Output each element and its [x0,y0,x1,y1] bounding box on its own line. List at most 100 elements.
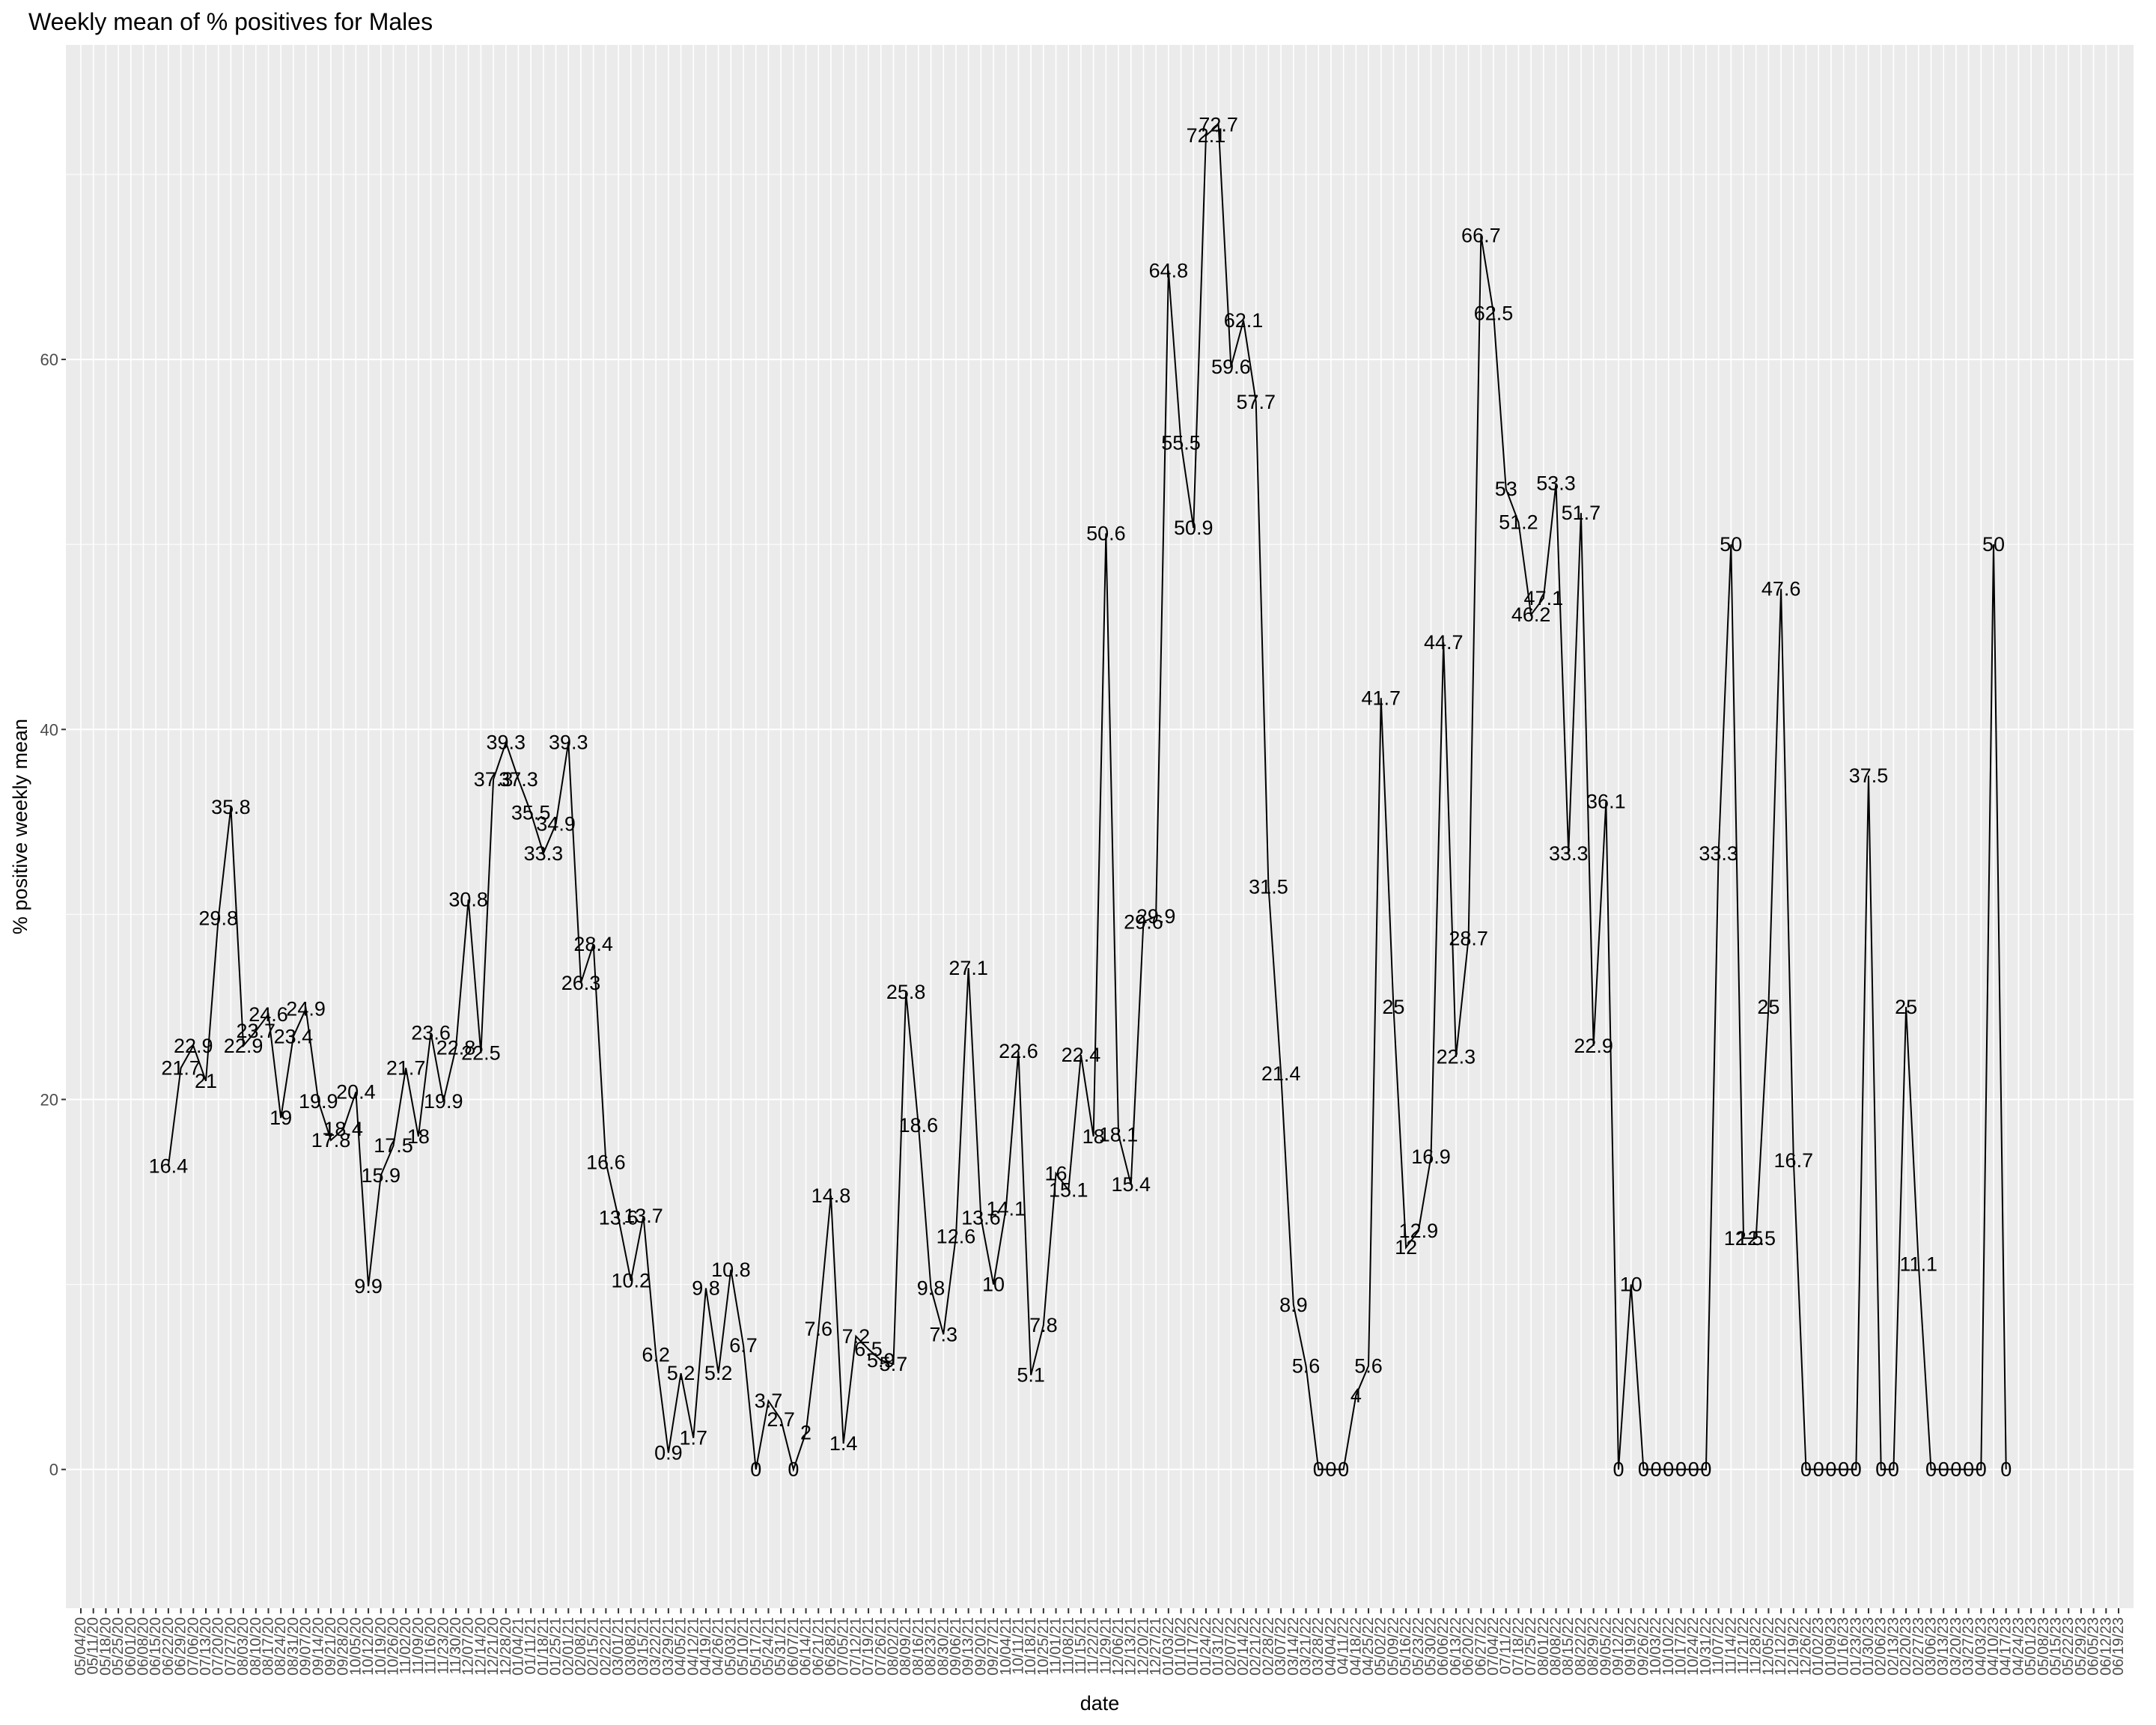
x-tick-label: 05/23/22 [1410,1617,1427,1676]
data-label: 0 [1838,1458,1849,1481]
data-label: 47.1 [1524,587,1564,609]
data-label: 0 [1688,1458,1699,1481]
x-tick-label: 11/09/20 [410,1617,427,1674]
data-label: 0 [788,1458,799,1481]
x-tick-label: 01/16/23 [1836,1617,1852,1676]
x-tick-label: 03/13/23 [1935,1617,1952,1676]
data-label: 18 [407,1125,430,1148]
major-y-gridlines [66,359,2134,1470]
data-label: 10 [1620,1274,1642,1296]
data-label: 50.6 [1086,522,1126,544]
x-tick-label: 05/22/23 [2060,1617,2077,1676]
data-label: 0 [1663,1458,1674,1481]
data-label: 23.6 [411,1022,451,1044]
data-label: 59.6 [1211,356,1251,378]
data-label: 25 [1895,996,1917,1018]
data-label: 17.8 [311,1129,351,1151]
data-label: 18 [1082,1125,1105,1148]
data-label: 5.2 [667,1362,695,1384]
x-tick-label: 09/26/22 [1635,1617,1651,1676]
data-label: 18.1 [1099,1123,1139,1146]
y-tick-label: 40 [40,720,58,739]
x-tick-label: 05/15/23 [2048,1617,2065,1676]
x-tick-label: 01/02/23 [1810,1617,1827,1676]
chart-title: Weekly mean of % positives for Males [28,8,433,35]
data-label: 62.5 [1474,302,1514,324]
x-tick-label: 03/06/23 [1923,1617,1940,1676]
data-label: 33.3 [1699,842,1738,865]
x-tick-label: 08/24/20 [272,1617,289,1676]
data-label: 21 [195,1070,217,1092]
data-label: 0 [1925,1458,1937,1481]
x-tick-label: 09/21/20 [323,1617,339,1676]
data-label: 35.8 [211,796,251,818]
x-tick-label: 04/24/23 [2010,1617,2026,1676]
data-label: 12.9 [1399,1220,1439,1242]
data-label: 0 [1800,1458,1812,1481]
x-tick-label: 05/25/20 [110,1617,127,1676]
data-label: 5.2 [704,1362,733,1384]
x-tick-label: 08/10/20 [248,1617,264,1676]
x-tick-label: 09/13/21 [960,1617,977,1676]
x-tick-label: 11/16/20 [423,1617,439,1674]
data-label: 0 [1963,1458,1974,1481]
data-label: 25 [1757,996,1779,1018]
y-axis-title: % positive weekly mean [9,719,31,934]
data-label: 19.9 [424,1090,463,1113]
x-tick-label: 06/05/23 [2086,1617,2102,1676]
x-tick-label: 02/15/21 [585,1617,602,1676]
data-label: 39.3 [486,731,526,754]
x-tick-label: 06/14/21 [798,1617,814,1676]
x-tick-label: 09/05/22 [1598,1617,1614,1676]
x-tick-label: 11/21/22 [1735,1617,1752,1674]
data-label: 17.5 [374,1134,413,1157]
data-label: 10 [982,1274,1005,1296]
data-label: 47.6 [1761,577,1801,600]
x-tick-label: 12/19/22 [1785,1617,1802,1676]
data-label: 5.7 [880,1353,908,1375]
x-tick-label: 01/18/21 [535,1617,552,1676]
data-label: 6.2 [642,1343,670,1366]
data-label: 28.7 [1449,927,1488,949]
data-label: 16.6 [586,1151,626,1173]
x-tick-label: 10/12/20 [360,1617,377,1676]
x-tick-label: 01/09/23 [1823,1617,1839,1676]
x-tick-label: 03/27/23 [1961,1617,1977,1676]
x-tick-label: 11/08/21 [1060,1617,1077,1674]
data-label: 50 [1720,533,1742,556]
x-axis-title: date [1080,1692,1120,1715]
data-label: 22.9 [174,1035,213,1057]
data-label: 12.6 [937,1225,976,1247]
x-tick-label: 03/21/22 [1298,1617,1315,1676]
x-tick-label: 11/15/21 [1073,1617,1089,1674]
x-tick-label: 08/23/21 [923,1617,940,1676]
x-tick-label: 07/25/22 [1523,1617,1539,1676]
data-label: 12.5 [1724,1227,1764,1250]
x-tick-label: 04/11/22 [1336,1617,1352,1674]
minor-y-gridlines [66,174,2134,1286]
data-label: 12.5 [1736,1227,1776,1250]
data-label: 0 [1825,1458,1836,1481]
data-label: 22.6 [999,1040,1038,1062]
data-label: 25.8 [886,981,926,1003]
x-tick-label: 08/09/21 [898,1617,914,1676]
x-tick-label: 09/27/21 [985,1617,1002,1676]
x-tick-label: 05/09/22 [1385,1617,1401,1676]
x-tick-label: 01/03/22 [1160,1617,1177,1676]
data-label: 16.4 [149,1154,189,1177]
x-tick-label: 03/01/21 [610,1617,627,1676]
x-tick-label: 07/05/21 [835,1617,852,1676]
x-tick-label: 06/08/20 [135,1617,151,1676]
x-tick-label: 12/28/20 [498,1617,514,1676]
x-tick-label: 05/08/23 [2035,1617,2052,1676]
x-tick-label: 02/07/22 [1222,1617,1239,1676]
x-tick-label: 05/11/20 [85,1617,102,1674]
x-tick-label: 06/28/21 [823,1617,839,1676]
data-label: 51.7 [1562,502,1601,524]
data-label: 0 [1338,1458,1349,1481]
data-label: 0 [1813,1458,1824,1481]
data-labels: 16.421.722.92129.835.822.923.724.61923.4… [149,113,2012,1480]
x-tick-label: 08/01/22 [1535,1617,1552,1676]
data-label: 44.7 [1424,631,1464,654]
